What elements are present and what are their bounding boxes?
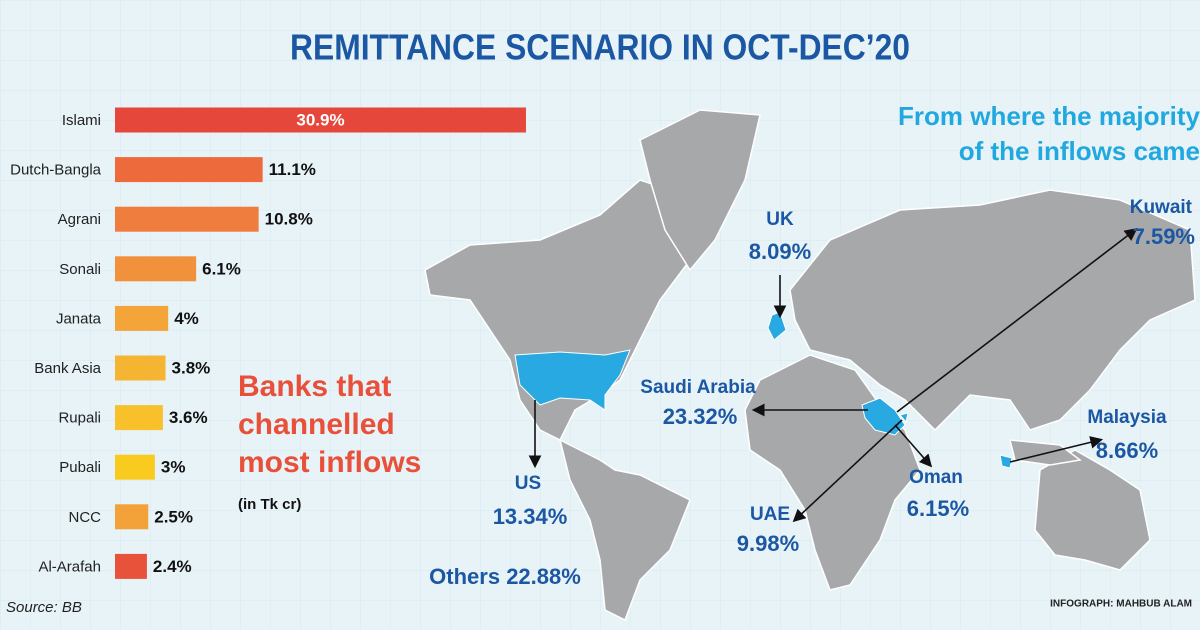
category-label: Pubali [59,459,101,476]
bar [115,454,155,480]
value-label: 10.8% [265,210,313,229]
bar [115,553,147,579]
chart-subtitle: most inflows [238,446,421,479]
world-map [424,109,1196,622]
region-name: US [515,473,541,494]
value-label: 2.5% [154,507,193,526]
bar [115,157,263,183]
region-share: 6.15% [907,496,969,521]
bar [115,107,526,133]
map-title: of the inflows came [959,136,1200,166]
category-label: NCC [69,509,102,526]
region-name: Kuwait [1130,197,1193,218]
region-share: 8.09% [749,239,811,264]
value-label: 2.4% [153,557,192,576]
bar [115,305,169,331]
region-share: 13.34% [493,504,568,529]
value-label: 3.8% [172,358,211,377]
bar [115,355,166,381]
value-label: 3.6% [169,408,208,427]
category-label: Sonali [59,261,101,278]
region-name: UAE [750,504,790,525]
bar [115,405,163,431]
region-name: UK [766,209,794,230]
arrows [528,228,1138,523]
value-label: 4% [174,309,199,328]
bar [115,206,259,232]
value-label: 6.1% [202,259,241,278]
region-name: Malaysia [1087,407,1167,428]
category-label: Al-Arafah [38,558,101,575]
chart-subtitle: Banks that [238,370,391,403]
title: REMITTANCE SCENARIO IN OCT-DEC’20 [290,27,910,68]
category-label: Islami [62,112,101,129]
map-title: From where the majority [898,101,1200,131]
category-label: Rupali [58,410,101,427]
region-share: 23.32% [663,404,738,429]
value-label: 3% [161,458,186,477]
chart-note: (in Tk cr) [238,496,301,513]
source: Source: BB [6,599,82,616]
bar [115,256,197,282]
map-labels: From where the majority of the inflows c… [429,101,1200,589]
region-share: 9.98% [737,531,799,556]
category-label: Agrani [58,211,101,228]
credit: INFOGRAPH: MAHBUB ALAM [1050,599,1192,610]
others-share: Others 22.88% [429,564,581,589]
region-name: Oman [909,467,963,488]
region-share: 8.66% [1096,438,1158,463]
chart-subtitle: channelled [238,408,395,441]
category-label: Dutch-Bangla [10,162,102,179]
region-share: 7.59% [1133,224,1195,249]
value-label: 11.1% [269,160,316,179]
bar-chart: Islami 30.9% Dutch-Bangla 11.1% Agrani 10.8% S… [10,107,526,579]
category-label: Janata [56,310,102,327]
value-label: 30.9% [296,110,344,129]
bar [115,504,149,530]
region-name: Saudi Arabia [640,377,756,398]
category-label: Bank Asia [34,360,101,377]
